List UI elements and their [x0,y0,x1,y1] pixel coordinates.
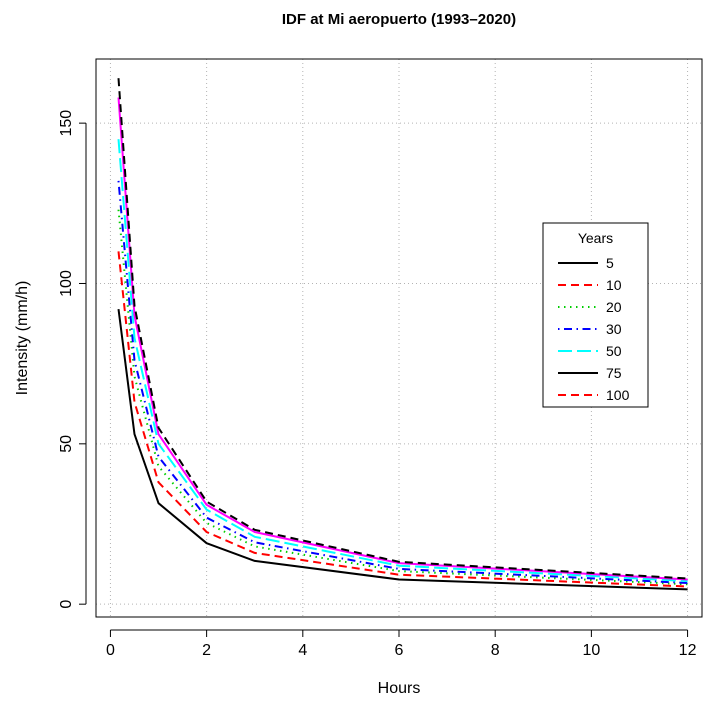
legend-label: 10 [606,277,622,293]
legend-label: 75 [606,365,622,381]
chart-title: IDF at Mi aeropuerto (1993–2020) [282,11,516,28]
series-line-extra-8 [117,78,688,580]
y-tick-label: 100 [58,270,75,297]
y-axis-label: Intensity (mm/h) [14,281,31,396]
series-line-30 [117,180,688,584]
y-tick-label: 0 [58,600,75,609]
series-line-5 [117,308,688,591]
y-tick-label: 50 [58,435,75,453]
x-tick-label: 4 [298,642,307,659]
x-tick-label: 8 [491,642,500,659]
x-tick-label: 6 [395,642,404,659]
legend-title: Years [578,230,613,246]
series-lines [117,78,688,591]
x-axis-label: Hours [378,680,421,697]
plot-box [95,58,703,618]
legend: Years 5 10 20 30 50 75 100 [542,222,649,408]
series-line-20 [117,209,688,586]
legend-label: 20 [606,299,622,315]
x-tick-label: 0 [106,642,115,659]
x-tick-label: 10 [582,642,600,659]
legend-label: 5 [606,255,614,271]
axes: 0 2 4 6 8 10 12 0 50 100 150 [58,110,697,659]
legend-label: 100 [606,387,630,403]
legend-label: 30 [606,321,622,337]
x-tick-label: 2 [202,642,211,659]
legend-box [542,222,649,408]
x-tick-label: 12 [679,642,697,659]
series-line-50 [117,139,688,583]
series-line-10 [117,251,688,588]
series-line-extra-7 [117,97,688,581]
y-tick-label: 150 [58,110,75,137]
legend-label: 50 [606,343,622,359]
